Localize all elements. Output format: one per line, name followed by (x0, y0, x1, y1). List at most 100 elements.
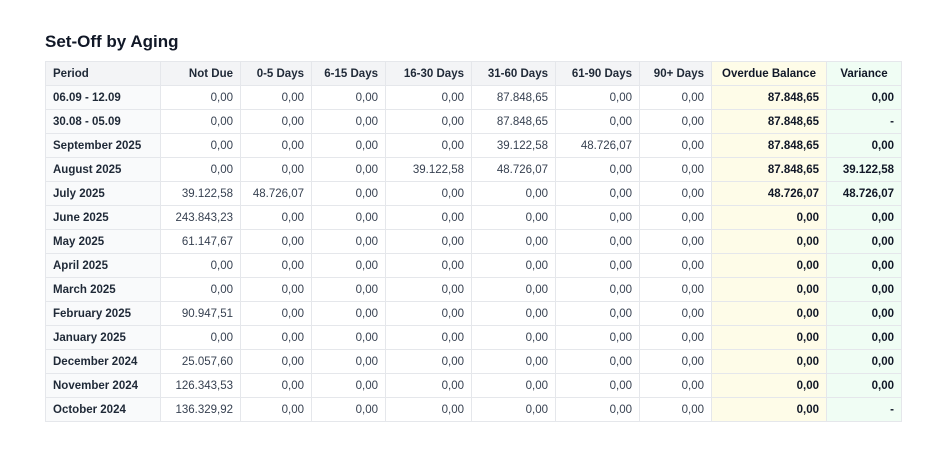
cell-90-days: 0,00 (639, 277, 712, 302)
cell-0-5-days: 0,00 (240, 205, 312, 230)
column-header-90-days[interactable]: 90+ Days (639, 61, 712, 86)
cell-31-60-days: 0,00 (471, 229, 556, 254)
cell-6-15-days: 0,00 (311, 373, 386, 398)
cell-90-days: 0,00 (639, 181, 712, 206)
cell-31-60-days: 0,00 (471, 325, 556, 350)
cell-variance: 0,00 (826, 373, 902, 398)
cell-31-60-days: 87.848,65 (471, 85, 556, 110)
column-header-not-due[interactable]: Not Due (160, 61, 241, 86)
cell-overdue-balance: 0,00 (711, 277, 827, 302)
cell-0-5-days: 0,00 (240, 85, 312, 110)
cell-90-days: 0,00 (639, 157, 712, 182)
table-row: October 2024 136.329,92 0,00 0,00 0,00 0,00 0,… (45, 397, 902, 422)
cell-6-15-days: 0,00 (311, 109, 386, 134)
cell-31-60-days: 87.848,65 (471, 109, 556, 134)
cell-90-days: 0,00 (639, 109, 712, 134)
cell-6-15-days: 0,00 (311, 181, 386, 206)
column-header-31-60-days[interactable]: 31-60 Days (471, 61, 556, 86)
column-header-0-5-days[interactable]: 0-5 Days (240, 61, 312, 86)
cell-6-15-days: 0,00 (311, 157, 386, 182)
table-row: June 2025 243.843,23 0,00 0,00 0,00 0,00 0,00 0… (45, 205, 902, 230)
cell-90-days: 0,00 (639, 373, 712, 398)
cell-16-30-days: 0,00 (385, 181, 472, 206)
table-row: August 2025 0,00 0,00 0,00 39.122,58 48.726,0… (45, 157, 902, 182)
cell-61-90-days: 0,00 (555, 181, 640, 206)
cell-16-30-days: 0,00 (385, 133, 472, 158)
column-header-16-30-days[interactable]: 16-30 Days (385, 61, 472, 86)
cell-31-60-days: 0,00 (471, 253, 556, 278)
period-cell: 30.08 - 05.09 (45, 109, 161, 134)
cell-overdue-balance: 0,00 (711, 301, 827, 326)
cell-variance: 0,00 (826, 133, 902, 158)
cell-not-due: 25.057,60 (160, 349, 241, 374)
cell-90-days: 0,00 (639, 325, 712, 350)
cell-variance: - (826, 109, 902, 134)
cell-6-15-days: 0,00 (311, 349, 386, 374)
cell-31-60-days: 0,00 (471, 397, 556, 422)
cell-16-30-days: 0,00 (385, 85, 472, 110)
cell-16-30-days: 0,00 (385, 253, 472, 278)
cell-61-90-days: 0,00 (555, 301, 640, 326)
cell-not-due: 0,00 (160, 85, 241, 110)
cell-variance: 39.122,58 (826, 157, 902, 182)
cell-overdue-balance: 0,00 (711, 229, 827, 254)
cell-variance: 0,00 (826, 229, 902, 254)
cell-61-90-days: 0,00 (555, 325, 640, 350)
cell-16-30-days: 0,00 (385, 301, 472, 326)
period-cell: August 2025 (45, 157, 161, 182)
cell-31-60-days: 0,00 (471, 181, 556, 206)
period-cell: May 2025 (45, 229, 161, 254)
cell-overdue-balance: 87.848,65 (711, 109, 827, 134)
cell-6-15-days: 0,00 (311, 205, 386, 230)
cell-6-15-days: 0,00 (311, 325, 386, 350)
cell-61-90-days: 0,00 (555, 109, 640, 134)
cell-61-90-days: 0,00 (555, 253, 640, 278)
cell-overdue-balance: 48.726,07 (711, 181, 827, 206)
table-row: November 2024 126.343,53 0,00 0,00 0,00 0,00 0… (45, 373, 902, 398)
cell-0-5-days: 0,00 (240, 397, 312, 422)
column-header-period[interactable]: Period (45, 61, 161, 86)
cell-90-days: 0,00 (639, 205, 712, 230)
column-header-6-15-days[interactable]: 6-15 Days (311, 61, 386, 86)
cell-overdue-balance: 0,00 (711, 397, 827, 422)
cell-0-5-days: 0,00 (240, 253, 312, 278)
cell-90-days: 0,00 (639, 301, 712, 326)
cell-variance: 0,00 (826, 277, 902, 302)
period-cell: 06.09 - 12.09 (45, 85, 161, 110)
cell-not-due: 90.947,51 (160, 301, 241, 326)
cell-6-15-days: 0,00 (311, 397, 386, 422)
table-header: Period Not Due 0-5 Days 6-15 Days 16-30 Days… (45, 61, 902, 86)
period-cell: December 2024 (45, 349, 161, 374)
cell-61-90-days: 0,00 (555, 349, 640, 374)
cell-0-5-days: 0,00 (240, 277, 312, 302)
cell-not-due: 0,00 (160, 277, 241, 302)
column-header-61-90-days[interactable]: 61-90 Days (555, 61, 640, 86)
period-cell: February 2025 (45, 301, 161, 326)
period-cell: October 2024 (45, 397, 161, 422)
cell-90-days: 0,00 (639, 229, 712, 254)
cell-6-15-days: 0,00 (311, 133, 386, 158)
cell-31-60-days: 0,00 (471, 349, 556, 374)
cell-31-60-days: 0,00 (471, 205, 556, 230)
cell-0-5-days: 0,00 (240, 349, 312, 374)
cell-not-due: 0,00 (160, 325, 241, 350)
period-cell: March 2025 (45, 277, 161, 302)
cell-31-60-days: 0,00 (471, 373, 556, 398)
cell-overdue-balance: 87.848,65 (711, 157, 827, 182)
cell-overdue-balance: 0,00 (711, 205, 827, 230)
cell-overdue-balance: 87.848,65 (711, 85, 827, 110)
table-row: 06.09 - 12.09 0,00 0,00 0,00 0,00 87.848,65 0,… (45, 85, 902, 110)
cell-overdue-balance: 0,00 (711, 253, 827, 278)
cell-0-5-days: 0,00 (240, 325, 312, 350)
cell-not-due: 126.343,53 (160, 373, 241, 398)
period-cell: July 2025 (45, 181, 161, 206)
period-cell: September 2025 (45, 133, 161, 158)
aging-table: Period Not Due 0-5 Days 6-15 Days 16-30 Days… (45, 61, 902, 422)
column-header-variance[interactable]: Variance (826, 61, 902, 86)
column-header-overdue-balance[interactable]: Overdue Balance (711, 61, 827, 86)
cell-31-60-days: 39.122,58 (471, 133, 556, 158)
cell-61-90-days: 0,00 (555, 277, 640, 302)
cell-variance: 0,00 (826, 301, 902, 326)
table-row: May 2025 61.147,67 0,00 0,00 0,00 0,00 0,00 0,0… (45, 229, 902, 254)
cell-16-30-days: 39.122,58 (385, 157, 472, 182)
